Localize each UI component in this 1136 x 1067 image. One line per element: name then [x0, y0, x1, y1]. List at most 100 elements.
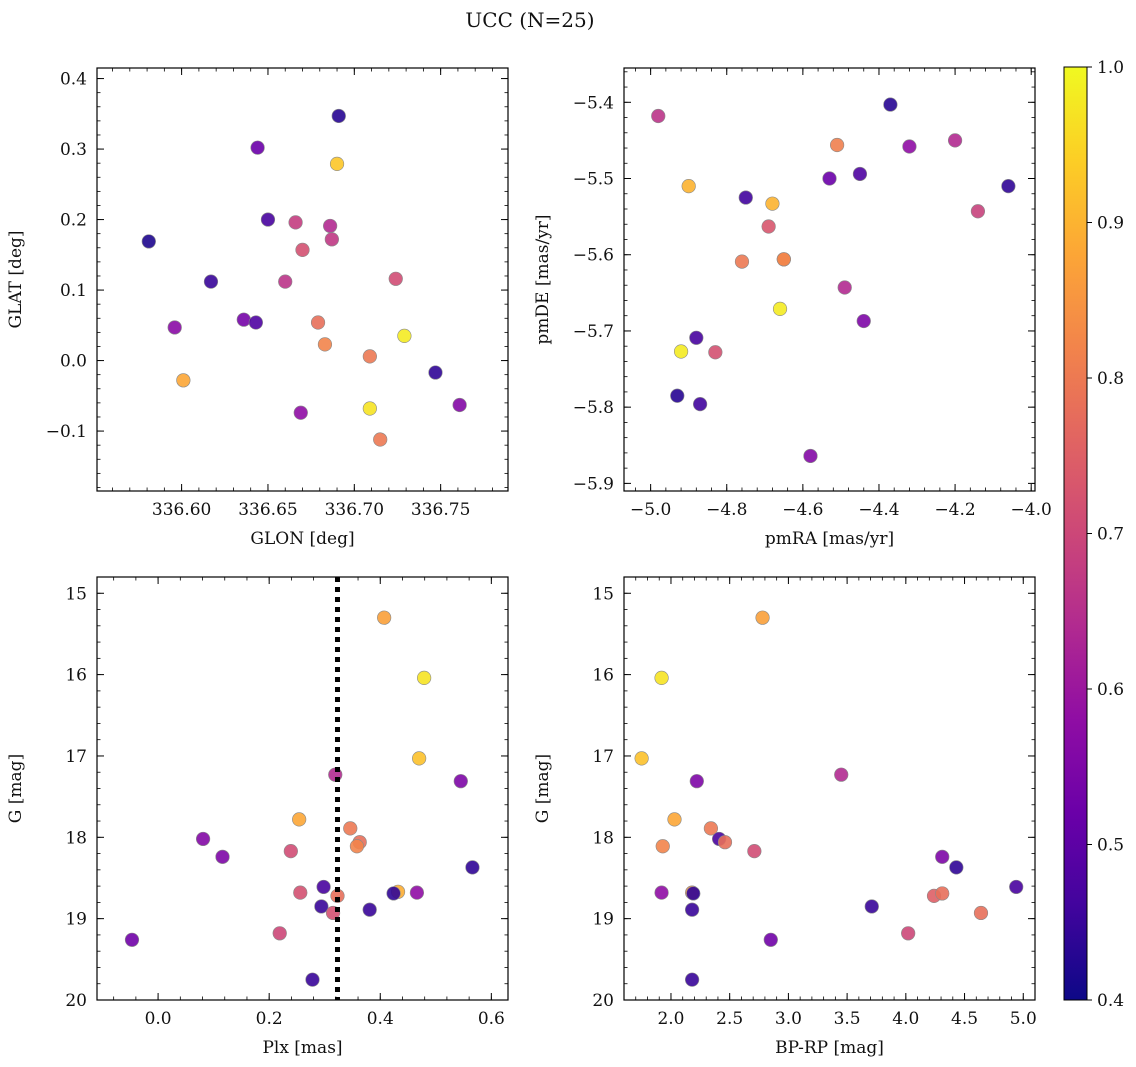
scatter-point [901, 926, 916, 941]
scatter-point [703, 821, 718, 836]
y-tick-label: 0.2 [60, 211, 87, 231]
scatter-point [803, 448, 818, 464]
x-axis-label: BP-RP [mag] [775, 1038, 884, 1058]
scatter-point [738, 190, 753, 205]
scatter-point [772, 301, 788, 316]
colorbar-gradient [1063, 66, 1088, 1001]
scatter-point [248, 315, 263, 330]
scatter-point [310, 315, 326, 330]
scatter-point [755, 610, 770, 625]
colorbar-tick-label: 0.9 [1097, 214, 1124, 234]
scatter-point [452, 397, 467, 413]
scatter-point [323, 218, 338, 234]
y-tick-label: 15 [592, 584, 614, 604]
scatter-point [236, 312, 251, 327]
axes-frame [623, 67, 1036, 492]
scatter-point [283, 844, 298, 859]
scatter-point [293, 405, 308, 420]
scatter-point [176, 373, 191, 388]
y-tick-label: 16 [65, 666, 87, 686]
scatter-point [822, 171, 837, 186]
y-tick-label: 20 [592, 991, 614, 1011]
scatter-point [830, 137, 845, 153]
x-tick-label: 0.0 [145, 1009, 172, 1029]
colorbar-tick-label: 1.0 [1097, 58, 1124, 78]
x-tick-label: 0.2 [256, 1009, 283, 1029]
scatter-point [292, 812, 307, 827]
scatter-point [324, 232, 339, 247]
scatter-point [864, 899, 879, 914]
scatter-point [141, 234, 156, 249]
axes-frame [96, 67, 509, 492]
scatter-point [689, 774, 704, 789]
scatter-point [293, 885, 308, 900]
scatter-point [453, 774, 468, 789]
scatter-point [834, 767, 849, 782]
scatter-point [349, 839, 365, 854]
scatter-point [655, 839, 670, 854]
scatter-point [634, 751, 649, 766]
scatter-point [409, 885, 425, 900]
scatter-point [776, 252, 791, 267]
scatter-point [428, 365, 443, 380]
scatter-point [935, 849, 950, 864]
x-axis-label: GLON [deg] [250, 529, 354, 549]
x-tick-label: 3.0 [775, 1009, 802, 1029]
y-tick-label: −0.1 [46, 422, 87, 442]
y-tick-label: 0.0 [60, 352, 87, 372]
colorbar-ticks: 0.4 0.5 0.6 0.7 0.8 0.9 1.0 [1087, 58, 1124, 1011]
scatter-point [970, 204, 986, 219]
scatter-point [278, 274, 293, 289]
scatter-point [685, 972, 700, 987]
x-tick-label: 4.0 [892, 1009, 919, 1029]
x-tick-label: −5.0 [630, 500, 671, 520]
x-tick-label: 3.5 [834, 1009, 861, 1029]
colorbar-tick-label: 0.8 [1097, 369, 1124, 389]
y-tick-label: 18 [65, 828, 87, 848]
colorbar: 0.4 0.5 0.6 0.7 0.8 0.9 1.0 [1063, 58, 1124, 1011]
y-tick-label: −5.8 [573, 398, 614, 418]
y-axis-label: pmDE [mas/yr] [533, 214, 553, 344]
x-tick-label: 336.75 [411, 500, 470, 520]
x-tick-label: 0.6 [478, 1009, 505, 1029]
scatter-point [167, 320, 182, 335]
scatter-point [947, 133, 963, 148]
scatter-point [654, 885, 669, 900]
panel-glon-glat: 336.60 336.65 336.70 336.75 −0.1 0.0 0.1 0.2 0.3… [6, 67, 509, 549]
scatter-point [331, 108, 346, 124]
scatter-point [747, 844, 762, 859]
scatter-point [317, 337, 333, 352]
scatter-point [1009, 879, 1024, 895]
scatter-point [272, 926, 287, 941]
colorbar-tick-label: 0.6 [1097, 680, 1124, 700]
x-tick-label: 336.65 [238, 500, 297, 520]
y-tick-label: 19 [592, 910, 614, 930]
scatter-point [935, 886, 950, 901]
y-axis-label: GLAT [deg] [6, 230, 26, 328]
scatter-point [651, 108, 666, 124]
y-tick-label: −5.6 [573, 246, 614, 266]
scatter-point [295, 242, 310, 257]
scatter-point [973, 905, 989, 921]
x-axis-label: pmRA [mas/yr] [765, 529, 894, 549]
scatter-point [708, 345, 723, 360]
y-tick-label: 0.3 [60, 140, 87, 160]
x-tick-label: −4.2 [934, 500, 975, 520]
y-tick-label: 17 [65, 747, 87, 767]
x-tick-label: 4.5 [951, 1009, 978, 1029]
y-axis-label: G [mag] [533, 754, 553, 823]
scatter-point [260, 212, 276, 227]
x-tick-label: 2.5 [716, 1009, 743, 1029]
x-tick-label: 336.70 [325, 500, 384, 520]
scatter-point [250, 140, 265, 155]
scatter-point [681, 179, 696, 194]
scatter-point [686, 886, 701, 901]
scatter-point [203, 274, 219, 289]
scatter-point [314, 899, 329, 914]
x-tick-label: −4.8 [706, 500, 747, 520]
y-tick-label: −5.7 [573, 322, 614, 342]
scatter-point [883, 97, 898, 112]
scatter-point [763, 932, 778, 947]
scatter-point [852, 166, 868, 182]
x-tick-label: 5.0 [1010, 1009, 1037, 1029]
